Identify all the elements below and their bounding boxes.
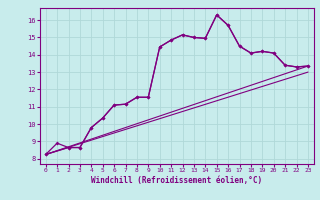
X-axis label: Windchill (Refroidissement éolien,°C): Windchill (Refroidissement éolien,°C) — [91, 176, 262, 185]
